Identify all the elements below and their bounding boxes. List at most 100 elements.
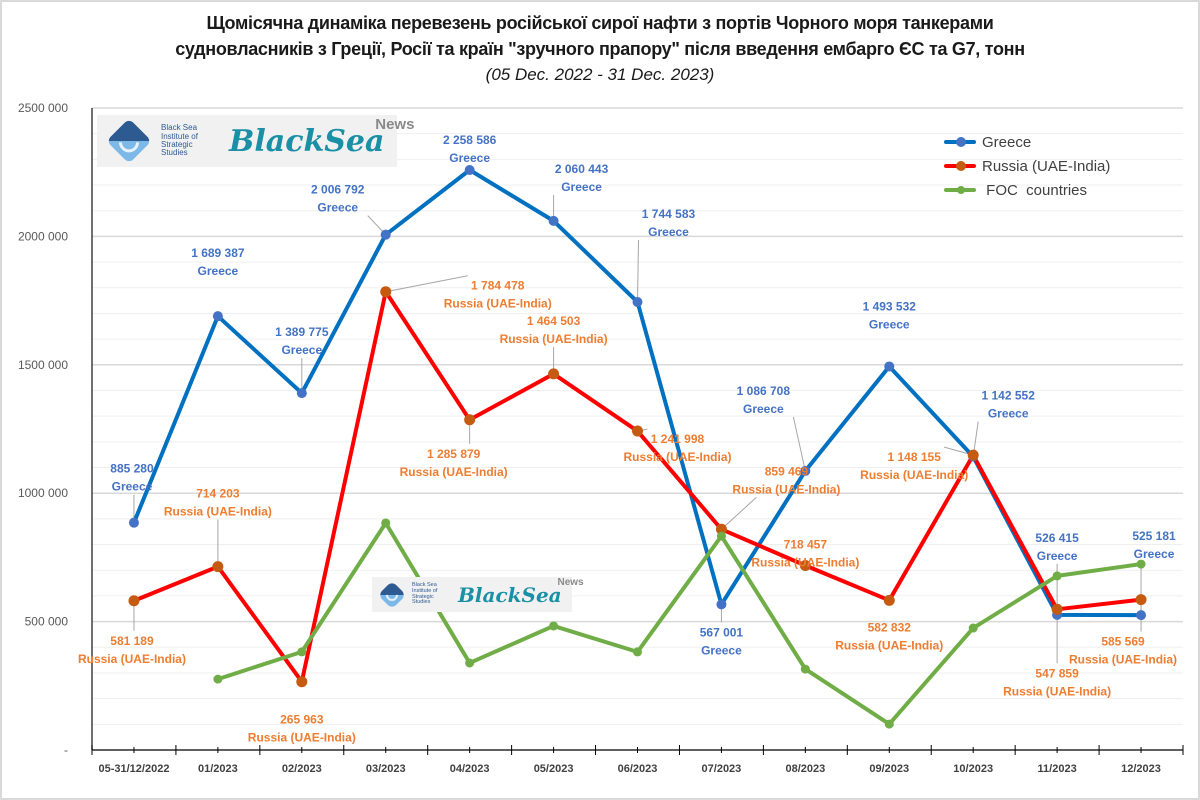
data-label-series: Russia (UAE-India) bbox=[1069, 653, 1177, 667]
data-label-series: Russia (UAE-India) bbox=[500, 332, 608, 346]
legend-item-russia: Russia (UAE-India) bbox=[944, 154, 1110, 178]
brand-name: BlackSea News bbox=[229, 115, 415, 159]
data-label-series: Greece bbox=[648, 225, 689, 239]
data-label-series: Greece bbox=[743, 402, 784, 416]
data-label-series: Greece bbox=[198, 264, 239, 278]
data-label-value: 1 241 998 bbox=[651, 432, 705, 446]
chart-title: Щомісячна динаміка перевезень російської… bbox=[0, 10, 1200, 88]
data-label-value: 1 744 583 bbox=[642, 207, 696, 221]
data-label-series: Greece bbox=[449, 151, 490, 165]
data-label-value: 567 001 bbox=[700, 625, 744, 639]
data-label-value: 582 832 bbox=[868, 620, 912, 634]
data-point-russia bbox=[464, 414, 476, 426]
legend-label-foc: FOC countries bbox=[982, 181, 1088, 199]
x-tick-label: 05/2023 bbox=[534, 763, 574, 775]
data-label-value: 1 142 552 bbox=[981, 389, 1035, 403]
data-point-foc bbox=[800, 664, 810, 674]
data-point-russia bbox=[380, 286, 392, 298]
data-label-value: 2 060 443 bbox=[555, 162, 609, 176]
x-tick-label: 11/2023 bbox=[1038, 763, 1077, 775]
x-tick-label: 01/2023 bbox=[198, 763, 238, 775]
chart-title-line-1: Щомісячна динаміка перевезень російської… bbox=[206, 13, 994, 33]
data-label-series: Greece bbox=[112, 480, 153, 494]
data-point-foc bbox=[884, 719, 894, 729]
legend-item-foc: FOC countries bbox=[944, 178, 1110, 202]
data-label-value: 525 181 bbox=[1132, 529, 1176, 543]
data-point-russia bbox=[1135, 594, 1147, 606]
data-point-greece bbox=[212, 311, 223, 322]
data-label-value: 2 258 586 bbox=[443, 133, 497, 147]
x-tick-label: 02/2023 bbox=[282, 763, 322, 775]
y-tick-label: - bbox=[64, 743, 68, 757]
data-point-russia bbox=[967, 449, 979, 461]
data-point-greece bbox=[128, 517, 139, 528]
data-label-series: Russia (UAE-India) bbox=[444, 297, 552, 311]
data-label-value: 1 148 155 bbox=[887, 450, 941, 464]
chart-title-line-2: судновласників з Греції, Росії та країн … bbox=[175, 39, 1025, 59]
data-label-series: Greece bbox=[988, 407, 1029, 421]
leader-line bbox=[385, 275, 468, 293]
data-point-russia bbox=[212, 561, 224, 573]
data-label-value: 585 569 bbox=[1101, 635, 1145, 649]
x-tick-label: 05-31/12/2022 bbox=[98, 763, 169, 775]
data-point-russia bbox=[632, 425, 643, 437]
data-label-value: 1 285 879 bbox=[427, 447, 481, 461]
data-label-value: 1 689 387 bbox=[191, 246, 245, 260]
data-point-foc bbox=[968, 623, 978, 633]
data-point-foc bbox=[1136, 559, 1146, 569]
data-point-greece bbox=[716, 599, 727, 610]
data-label-series: Greece bbox=[869, 317, 910, 331]
axes: - 500 000 1000 000 1500 000 2000 000 2500 000… bbox=[18, 101, 1184, 775]
legend-label-greece: Greece bbox=[982, 133, 1032, 151]
data-label-series: Greece bbox=[701, 643, 742, 657]
data-label-value: 265 963 bbox=[280, 713, 324, 727]
data-label-series: Russia (UAE-India) bbox=[1003, 684, 1111, 698]
watermark-logo-middle: Black Sea Institute of Strategic Studies… bbox=[372, 577, 584, 612]
data-label-series: Greece bbox=[1037, 549, 1078, 563]
data-point-greece bbox=[1136, 610, 1147, 621]
data-label-series: Russia (UAE-India) bbox=[732, 482, 840, 496]
data-point-russia bbox=[548, 368, 560, 380]
data-point-greece bbox=[296, 388, 307, 399]
data-label-series: Russia (UAE-India) bbox=[78, 652, 186, 666]
data-point-russia bbox=[1051, 603, 1063, 615]
data-label-series: Greece bbox=[317, 201, 358, 215]
institute-name: Black Sea Institute of Strategic Studies bbox=[161, 123, 198, 158]
institute-name: Black Sea Institute of Strategic Studies bbox=[412, 581, 438, 606]
wave-logo-icon bbox=[377, 580, 407, 609]
data-label-series: Russia (UAE-India) bbox=[860, 468, 968, 482]
brand-news: News bbox=[557, 576, 584, 588]
data-label-value: 1 493 532 bbox=[863, 299, 917, 313]
data-label-value: 526 415 bbox=[1035, 531, 1079, 545]
data-point-foc bbox=[381, 518, 391, 528]
data-label-value: 714 203 bbox=[196, 487, 240, 501]
data-point-russia bbox=[799, 560, 811, 572]
leader-line bbox=[637, 239, 639, 302]
y-tick-label: 1000 000 bbox=[18, 486, 68, 500]
data-labels: 885 280 Greece 1 689 387 Greece 1 389 775 Gre… bbox=[78, 133, 1177, 745]
y-tick-label: 1500 000 bbox=[18, 358, 68, 372]
series-lines bbox=[132, 167, 1142, 727]
data-label-value: 2 006 792 bbox=[311, 183, 365, 197]
data-point-greece bbox=[380, 229, 391, 240]
data-label-value: 581 189 bbox=[110, 634, 154, 648]
data-label-value: 1 784 478 bbox=[471, 279, 525, 293]
x-tick-label: 10/2023 bbox=[953, 763, 993, 775]
data-point-foc bbox=[465, 658, 475, 668]
data-label-value: 1 389 775 bbox=[275, 325, 329, 339]
data-label-series: Russia (UAE-India) bbox=[623, 450, 731, 464]
legend-marker-greece bbox=[956, 137, 966, 147]
y-tick-label: 2000 000 bbox=[18, 229, 68, 243]
leader-line bbox=[721, 496, 757, 530]
data-point-russia bbox=[883, 594, 895, 606]
series-markers bbox=[128, 164, 1147, 729]
data-label-series: Russia (UAE-India) bbox=[751, 556, 859, 570]
x-tick-label: 08/2023 bbox=[785, 763, 825, 775]
data-label-value: 1 464 503 bbox=[527, 314, 581, 328]
data-label-value: 718 457 bbox=[784, 538, 828, 552]
wave-logo-icon bbox=[106, 118, 152, 164]
x-tick-label: 09/2023 bbox=[869, 763, 909, 775]
data-label-series: Russia (UAE-India) bbox=[400, 465, 508, 479]
